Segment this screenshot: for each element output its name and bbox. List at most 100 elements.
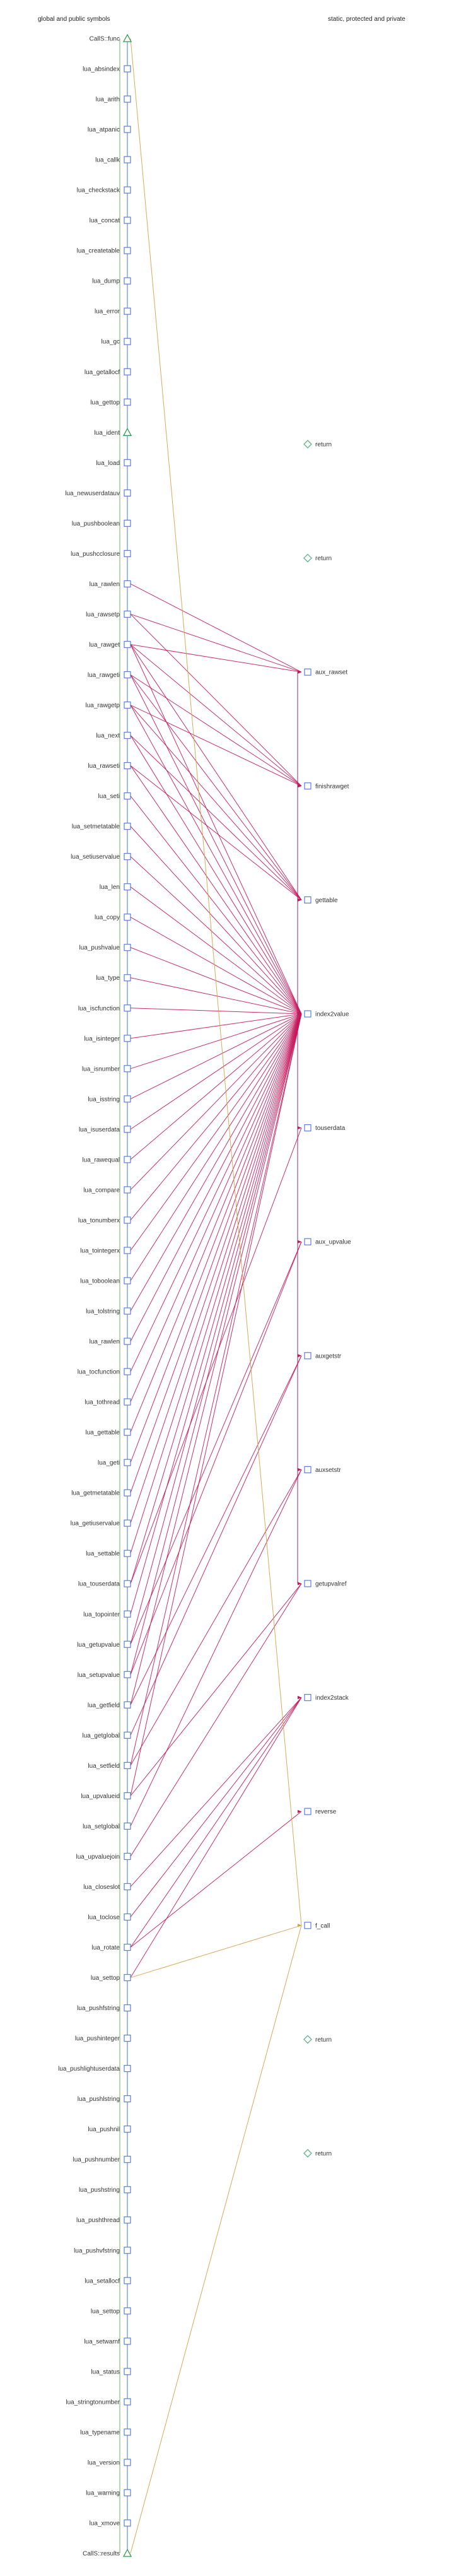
left-node-lua-arith-label: lua_arith bbox=[96, 97, 120, 103]
left-node-lua-pushnil-label: lua_pushnil bbox=[88, 2126, 120, 2133]
left-node-lua-getupvalue: lua_getupvalue bbox=[77, 1640, 131, 1649]
left-node-lua-setupvalue-box-marker bbox=[124, 1671, 131, 1678]
left-node-lua-geti: lua_geti bbox=[98, 1459, 131, 1467]
left-node-lua-pushnil: lua_pushnil bbox=[88, 2126, 131, 2133]
right-node-ret4-diamond-marker bbox=[303, 2149, 312, 2158]
left-node-lua-arith-box-marker bbox=[124, 95, 131, 103]
left-node-lua-rawgeti-label: lua_rawgeti bbox=[88, 672, 120, 679]
left-node-lua-tolstring-box-marker bbox=[124, 1307, 131, 1315]
left-node-lua-checkstack-box-marker bbox=[124, 186, 131, 194]
edge-lua-getiuservalue-to-index2value bbox=[130, 1013, 302, 1524]
right-node-auxgetstr-label: auxgetstr bbox=[315, 1353, 342, 1360]
right-node-reverse: reverse bbox=[304, 1808, 337, 1816]
left-node-lua-isinteger-box-marker bbox=[124, 1035, 131, 1042]
left-node-lua-upvalueid: lua_upvalueid bbox=[81, 1792, 131, 1800]
left-node-lua-next-label: lua_next bbox=[96, 732, 120, 739]
left-node-lua-rawlen: lua_rawlen bbox=[90, 580, 131, 588]
left-node-lua-stringtonumber-box-marker bbox=[124, 2398, 131, 2406]
left-node-lua-pushinteger-label: lua_pushinteger bbox=[75, 2035, 120, 2042]
left-node-lua-tonumberx: lua_tonumberx bbox=[78, 1216, 131, 1224]
edge-lua-getupvalue-to-index2value bbox=[130, 1013, 302, 1645]
left-node-lua-gc: lua_gc bbox=[102, 338, 131, 346]
left-node-lua-ident: lua_ident bbox=[94, 427, 132, 437]
edge-lua-getmetatable-to-index2value bbox=[130, 1013, 302, 1493]
left-node-lua-getmetatable-label: lua_getmetatable bbox=[71, 1490, 120, 1497]
right-node-ret1: return bbox=[303, 440, 332, 449]
edge-lua-isstring-to-index2value bbox=[130, 1013, 302, 1100]
left-node-lua-upvaluejoin-label: lua_upvaluejoin bbox=[76, 1854, 120, 1861]
left-node-lua-atpanic-label: lua_atpanic bbox=[88, 127, 120, 134]
left-node-lua-rawseti-label: lua_rawseti bbox=[88, 763, 120, 770]
right-node-ret3-label: return bbox=[315, 2037, 332, 2044]
right-node-gettable: gettable bbox=[304, 896, 338, 904]
edge-lua-type-to-index2value bbox=[130, 977, 302, 1015]
left-node-lua-isnumber: lua_isnumber bbox=[82, 1065, 131, 1073]
right-node-ret2-diamond-marker bbox=[303, 553, 312, 563]
edge-lua-getfield-to-index2value bbox=[130, 1013, 302, 1705]
left-node-lua-warning-label: lua_warning bbox=[86, 2490, 120, 2497]
left-node-lua-setiuservalue: lua_setiuservalue bbox=[71, 853, 131, 861]
left-node-lua-touserdata: lua_touserdata bbox=[78, 1580, 131, 1588]
left-node-lua-tothread-label: lua_tothread bbox=[84, 1399, 120, 1406]
left-node-lua-settop-label: lua_settop bbox=[91, 1975, 120, 1982]
left-node-lua-rawgetp-label: lua_rawgetp bbox=[86, 702, 120, 709]
left-node-lua-type-box-marker bbox=[124, 974, 131, 982]
left-node-lua-rawget-label: lua_rawget bbox=[89, 642, 120, 649]
left-node-lua-rawequal-box-marker bbox=[124, 1156, 131, 1163]
left-node-lua-pushfstring-label: lua_pushfstring bbox=[77, 2005, 120, 2012]
edge-lua-isuserdata-to-index2value bbox=[130, 1013, 302, 1130]
left-node-calls-func-triangle-marker bbox=[122, 33, 132, 42]
edge-lua-rawequal-to-index2value bbox=[130, 1013, 302, 1160]
left-node-lua-tocfunction-label: lua_tocfunction bbox=[78, 1369, 120, 1376]
left-node-lua-xmove-box-marker bbox=[124, 2519, 131, 2527]
left-node-lua-setwarnf-label: lua_setwarnf bbox=[84, 2338, 120, 2345]
edge-lua-touserdata-to-touserdata bbox=[130, 1127, 302, 1584]
edge-lua-setfield-to-index2value bbox=[130, 1013, 302, 1766]
edge-lua-copy-to-index2value bbox=[130, 917, 302, 1015]
left-node-lua-rawsetp-label: lua_rawsetp bbox=[86, 611, 120, 618]
left-node-lua-closeslot-box-marker bbox=[124, 1883, 131, 1891]
left-node-lua-concat-box-marker bbox=[124, 216, 131, 224]
left-node-lua-tolstring-label: lua_tolstring bbox=[86, 1309, 120, 1315]
left-node-lua-getallocf-label: lua_getallocf bbox=[84, 369, 120, 376]
left-node-lua-compare-label: lua_compare bbox=[83, 1187, 120, 1194]
left-node-lua-iscfunction: lua_iscfunction bbox=[78, 1004, 131, 1012]
header-global-public: global and public symbols bbox=[38, 16, 110, 23]
left-node-lua-rotate-box-marker bbox=[124, 1943, 131, 1951]
left-node-lua-newuserdatauv-label: lua_newuserdatauv bbox=[65, 490, 120, 497]
left-node-lua-settop: lua_settop bbox=[91, 2307, 131, 2315]
left-node-lua-getfield-label: lua_getfield bbox=[88, 1702, 120, 1709]
left-node-lua-createtable-label: lua_createtable bbox=[77, 248, 120, 255]
right-node-ret2-label: return bbox=[315, 555, 332, 562]
left-node-lua-typename-label: lua_typename bbox=[80, 2429, 120, 2436]
left-node-lua-seti: lua_seti bbox=[98, 792, 131, 800]
left-node-lua-version-box-marker bbox=[124, 2459, 131, 2466]
edge-lua-settable-to-index2value bbox=[130, 1013, 302, 1554]
right-node-aux_upvalue-box-marker bbox=[304, 1238, 311, 1245]
edge-lua-upvalueid-to-getupvalref bbox=[130, 1583, 302, 1796]
left-node-lua-pushthread-box-marker bbox=[124, 2216, 131, 2224]
left-node-lua-pushcclosure-label: lua_pushcclosure bbox=[71, 551, 120, 558]
edge-lua-settop-to-f_call bbox=[130, 1925, 302, 1979]
left-node-lua-toboolean: lua_toboolean bbox=[80, 1277, 131, 1285]
right-node-gettable-box-marker bbox=[304, 896, 311, 904]
edge-lua-closeslot-to-index2stack bbox=[130, 1697, 302, 1887]
left-node-lua-gc-box-marker bbox=[124, 338, 131, 345]
left-node-lua-setupvalue: lua_setupvalue bbox=[78, 1671, 131, 1679]
left-node-lua-pushstring-box-marker bbox=[124, 2186, 131, 2194]
edge-lua-compare-to-index2value bbox=[130, 1013, 302, 1191]
left-node-lua-pushnil-box-marker bbox=[124, 2126, 131, 2133]
edge-arrowhead bbox=[298, 1924, 301, 1927]
right-node-ret3-diamond-marker bbox=[303, 2035, 312, 2044]
left-node-calls-func-label: CallS::func bbox=[90, 36, 120, 43]
left-node-lua-setwarnf: lua_setwarnf bbox=[84, 2338, 131, 2345]
right-node-ret4: return bbox=[303, 2149, 332, 2158]
left-node-lua-closeslot-label: lua_closeslot bbox=[83, 1884, 120, 1891]
left-node-lua-newuserdatauv: lua_newuserdatauv bbox=[65, 489, 131, 497]
left-node-lua-isstring: lua_isstring bbox=[88, 1095, 131, 1103]
edge-lua-rawgeti-to-index2value bbox=[130, 674, 302, 1015]
left-node-lua-isstring-box-marker bbox=[124, 1095, 131, 1103]
right-node-aux_rawset-label: aux_rawset bbox=[315, 669, 347, 676]
left-node-lua-upvalueid-box-marker bbox=[124, 1792, 131, 1799]
left-node-lua-pushthread: lua_pushthread bbox=[76, 2216, 131, 2224]
